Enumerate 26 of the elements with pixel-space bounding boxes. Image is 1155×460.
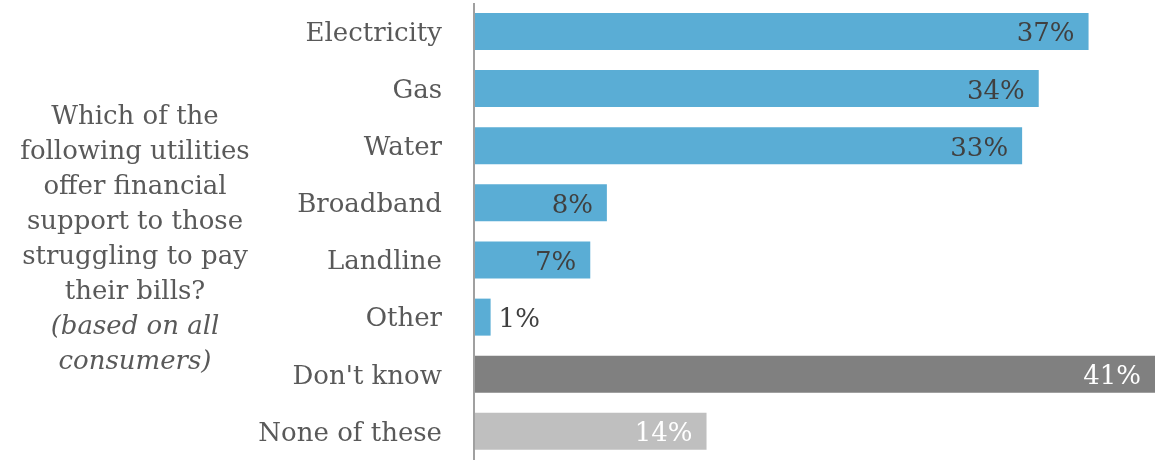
data-label: 1% (498, 303, 540, 333)
bar (474, 241, 591, 279)
y-tick-label: Water (363, 131, 443, 162)
bar (474, 70, 1039, 108)
data-label: 37% (1016, 17, 1075, 48)
y-tick-label: Don't know (292, 359, 442, 390)
data-label: 7% (535, 245, 577, 276)
text: Which of the following utilities offer financial support to those struggling to pay their bills? (19, 99, 251, 307)
data-label: 33% (950, 131, 1009, 162)
y-tick-label: Broadband (297, 188, 442, 219)
data-label: 8% (551, 188, 593, 219)
data-label: 41% (1083, 360, 1141, 391)
bar (474, 184, 607, 222)
y-tick-label: Gas (392, 73, 442, 104)
bar (474, 13, 1089, 50)
bar (474, 298, 491, 336)
bar (474, 127, 1023, 165)
bar (474, 412, 707, 450)
bar (474, 355, 1155, 393)
y-tick-label: Other (365, 302, 443, 333)
y-tick-label: Landline (327, 245, 442, 276)
text: (based on all consumers) (49, 309, 221, 377)
y-tick-label: Electricity (305, 16, 443, 47)
data-label: 14% (634, 417, 693, 448)
y-tick-label: None of these (258, 416, 442, 447)
data-label: 34% (966, 74, 1025, 105)
